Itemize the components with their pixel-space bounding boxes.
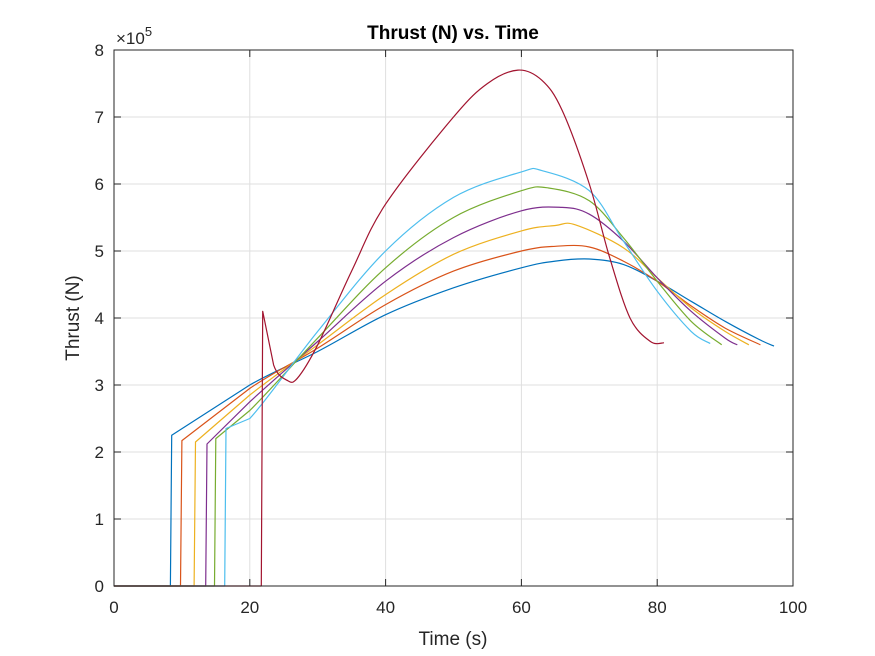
series-line-7 <box>114 69 665 587</box>
x-tick-label: 60 <box>512 598 531 617</box>
y-tick-label: 1 <box>95 510 104 529</box>
ticks: 0 20 40 60 80 100 0 1 2 3 4 5 6 7 8 <box>95 41 808 617</box>
y-exponent-label: ×105 <box>116 24 152 48</box>
y-axis-label: Thrust (N) <box>63 275 84 361</box>
y-tick-label: 2 <box>95 443 104 462</box>
x-tick-label: 80 <box>648 598 667 617</box>
chart-title: Thrust (N) vs. Time <box>367 23 539 44</box>
x-tick-label: 100 <box>779 598 807 617</box>
series-line-3 <box>114 222 750 587</box>
series-line-1 <box>114 258 775 587</box>
x-tick-label: 0 <box>109 598 118 617</box>
series-line-4 <box>114 206 738 587</box>
series-lines <box>114 69 775 587</box>
y-tick-label: 7 <box>95 108 104 127</box>
series-line-6 <box>114 167 711 587</box>
y-tick-label: 3 <box>95 376 104 395</box>
y-tick-label: 5 <box>95 242 104 261</box>
x-tick-label: 40 <box>376 598 395 617</box>
series-line-2 <box>114 244 761 587</box>
y-tick-label: 0 <box>95 577 104 596</box>
y-tick-label: 6 <box>95 175 104 194</box>
x-axis-label: Time (s) <box>419 629 488 650</box>
x-tick-label: 20 <box>240 598 259 617</box>
y-tick-label: 4 <box>95 309 104 328</box>
series-line-5 <box>114 186 723 587</box>
y-tick-label: 8 <box>95 41 104 60</box>
grid <box>113 49 794 587</box>
